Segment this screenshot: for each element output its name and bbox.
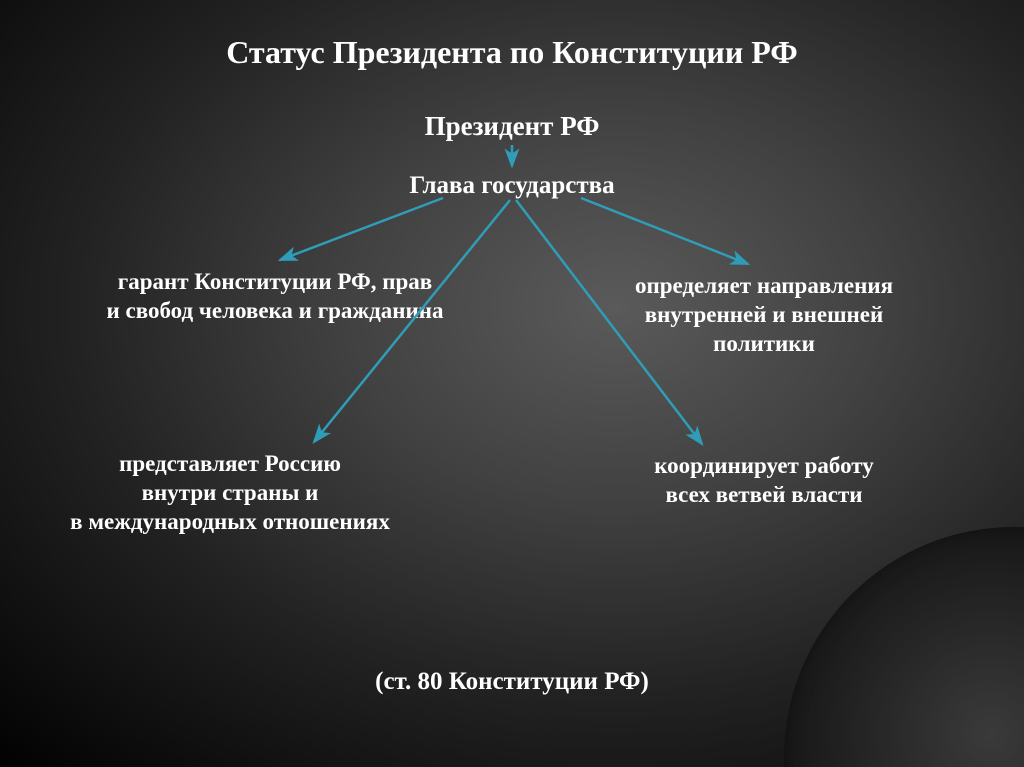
slide: Статус Президента по Конституции РФ През… — [0, 0, 1024, 767]
node-representation: представляет Россию внутри страны и в ме… — [30, 450, 430, 536]
node-head-of-state: Глава государства — [0, 170, 1024, 201]
decorative-sphere — [784, 527, 1024, 767]
node-president: Президент РФ — [0, 110, 1024, 144]
slide-title: Статус Президента по Конституции РФ — [0, 34, 1024, 71]
node-coordination: координирует работу всех ветвей власти — [574, 452, 954, 510]
node-policy: определяет направления внутренней и внеш… — [559, 272, 969, 358]
node-guarantor: гарант Конституции РФ, прав и свобод чел… — [60, 268, 490, 326]
